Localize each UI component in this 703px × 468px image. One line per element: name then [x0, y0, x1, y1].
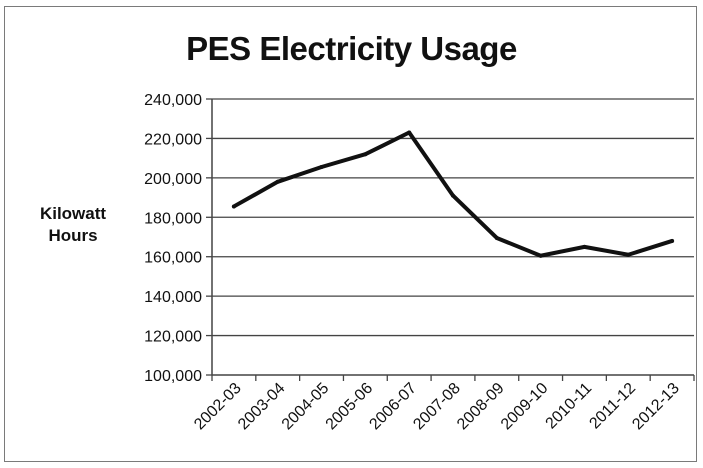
data-point — [451, 193, 455, 198]
data-point — [363, 152, 368, 157]
y-axis-label-line-2: Hours — [48, 226, 98, 245]
y-tick-label: 120,000 — [144, 329, 202, 346]
data-point — [626, 252, 631, 257]
x-tick-label: 2012-13 — [629, 380, 683, 434]
data-point — [275, 179, 280, 184]
y-tick-label: 200,000 — [144, 171, 202, 188]
data-point — [538, 253, 543, 258]
x-tick-label: 2008-09 — [454, 380, 508, 434]
y-tick-label: 100,000 — [144, 368, 202, 385]
x-tick-label: 2005-06 — [323, 380, 377, 434]
chart-frame — [4, 6, 697, 462]
axes — [206, 98, 695, 381]
x-tick-label: 2010-11 — [543, 380, 596, 433]
x-tick-label: 2006-07 — [366, 380, 420, 434]
gridlines — [212, 98, 694, 337]
y-axis-label: Kilowatt Hours — [18, 203, 128, 247]
y-tick-label: 160,000 — [144, 250, 202, 267]
data-point — [319, 165, 324, 170]
data-point — [231, 204, 236, 209]
chart-title: PES Electricity Usage — [186, 30, 517, 67]
y-tick-label: 240,000 — [144, 92, 202, 109]
x-tick-label: 2003-04 — [235, 380, 289, 434]
y-axis-label-line-1: Kilowatt — [39, 204, 107, 223]
x-tick-label: 2002-03 — [191, 380, 245, 434]
data-point — [582, 244, 587, 249]
x-tick-label: 2007-08 — [410, 380, 464, 434]
x-tick-labels: 2002-032003-042004-052005-062006-072007-… — [191, 380, 683, 434]
y-tick-label: 140,000 — [144, 289, 202, 306]
data-point — [670, 238, 675, 243]
data-point — [494, 235, 499, 240]
data-point — [407, 130, 412, 135]
x-tick-label: 2004-05 — [279, 380, 333, 434]
x-tick-label: 2009-10 — [498, 380, 552, 434]
y-tick-labels: 100,000 120,000 140,000 160,000 180,000 200,0… — [144, 92, 202, 385]
y-tick-label: 220,000 — [144, 131, 202, 148]
series-group — [231, 130, 675, 258]
y-tick-label: 180,000 — [144, 210, 202, 227]
